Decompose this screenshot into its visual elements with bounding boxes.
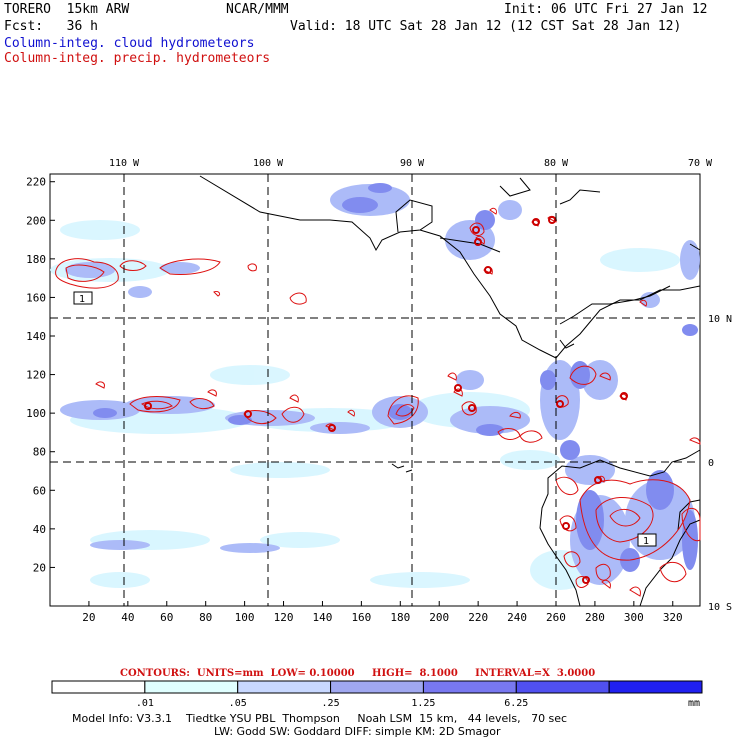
- model-info-physics: LW: Godd SW: Goddard DIFF: simple KM: 2D…: [214, 725, 501, 738]
- colorbar: [51, 680, 703, 694]
- x-tick-label: 40: [121, 611, 134, 624]
- y-tick-label: 120: [26, 369, 46, 382]
- precip-hydrometeor-contours: [55, 207, 701, 597]
- model-title: TORERO 15km ARW: [4, 2, 130, 17]
- y-tick-label: 200: [26, 214, 46, 227]
- colorbar-tick-label: .01: [136, 698, 154, 709]
- x-tick-label: 120: [274, 611, 294, 624]
- y-tick-label: 220: [26, 176, 46, 189]
- y-tick-label: 40: [33, 523, 46, 536]
- x-axis-ticks: 20 40 60 80 100 120 140 160 180 200 220 240 260 280 30…: [82, 601, 683, 624]
- x-tick-label: 240: [507, 611, 527, 624]
- x-tick-label: 180: [390, 611, 410, 624]
- colorbar-swatch: [51, 680, 146, 694]
- field-label-precip: Column-integ. precip. hydrometeors: [4, 51, 271, 66]
- lon-labels: 110 W 100 W 90 W 80 W 70 W: [109, 158, 713, 169]
- colorbar-unit: mm: [688, 698, 700, 709]
- contour-label-box: 1 1: [73, 291, 657, 547]
- x-tick-label: 160: [351, 611, 371, 624]
- lat-label: 10 N: [708, 314, 732, 325]
- lat-label: 0: [708, 458, 714, 469]
- init-time: Init: 06 UTC Fri 27 Jan 12: [504, 2, 708, 17]
- colorbar-swatch: [608, 680, 703, 694]
- precip-cores: [144, 216, 628, 584]
- lat-label: 10 S: [708, 602, 732, 613]
- x-tick-label: 80: [199, 611, 212, 624]
- colorbar-swatch: [330, 680, 424, 694]
- x-tick-label: 140: [313, 611, 333, 624]
- x-tick-label: 100: [235, 611, 255, 624]
- lon-label: 110 W: [109, 158, 140, 169]
- y-tick-label: 80: [33, 446, 46, 459]
- contour-info: CONTOURS: UNITS=mm LOW= 0.10000 HIGH= 8.…: [120, 668, 596, 679]
- y-tick-label: 140: [26, 330, 46, 343]
- colorbar-tick-label: 1.25: [411, 698, 435, 709]
- y-axis-ticks: 20 40 60 80 100 120 140 160 180 200 220: [26, 176, 55, 574]
- colorbar-labels: .01 .05 .25 1.25 6.25: [136, 698, 529, 709]
- field-label-cloud: Column-integ. cloud hydrometeors: [4, 36, 255, 51]
- colorbar-swatch: [144, 680, 239, 694]
- lat-labels: 10 N 0 10 S: [708, 314, 732, 613]
- colorbar-tick-label: 6.25: [504, 698, 528, 709]
- lon-label: 80 W: [544, 158, 569, 169]
- valid-time: Valid: 18 UTC Sat 28 Jan 12 (12 CST Sat …: [290, 19, 682, 34]
- y-tick-label: 180: [26, 253, 46, 266]
- x-tick-label: 300: [624, 611, 644, 624]
- model-info: Model Info: V3.3.1 Tiedtke YSU PBL Thomp…: [72, 712, 568, 725]
- x-tick-label: 200: [429, 611, 449, 624]
- lon-label: 90 W: [400, 158, 425, 169]
- x-tick-label: 20: [82, 611, 95, 624]
- box-label-1: 1: [79, 294, 85, 305]
- colorbar-swatch: [237, 680, 332, 694]
- box-label-2: 1: [643, 536, 649, 547]
- colorbar-swatch: [515, 680, 610, 694]
- colorbar-tick-label: .25: [322, 698, 340, 709]
- x-tick-label: 280: [585, 611, 605, 624]
- x-tick-label: 260: [546, 611, 566, 624]
- colorbar-tick-label: .05: [229, 698, 247, 709]
- x-tick-label: 320: [663, 611, 683, 624]
- x-tick-label: 220: [468, 611, 488, 624]
- lat-lon-grid: [50, 174, 700, 606]
- y-tick-label: 20: [33, 561, 46, 574]
- lon-label: 70 W: [688, 158, 713, 169]
- colorbar-swatch: [422, 680, 517, 694]
- x-tick-label: 60: [160, 611, 173, 624]
- lon-label: 100 W: [253, 158, 284, 169]
- y-tick-label: 100: [26, 407, 46, 420]
- forecast-hour: Fcst: 36 h: [4, 19, 98, 34]
- y-tick-label: 160: [26, 291, 46, 304]
- org-label: NCAR/MMM: [226, 2, 289, 17]
- y-tick-label: 60: [33, 484, 46, 497]
